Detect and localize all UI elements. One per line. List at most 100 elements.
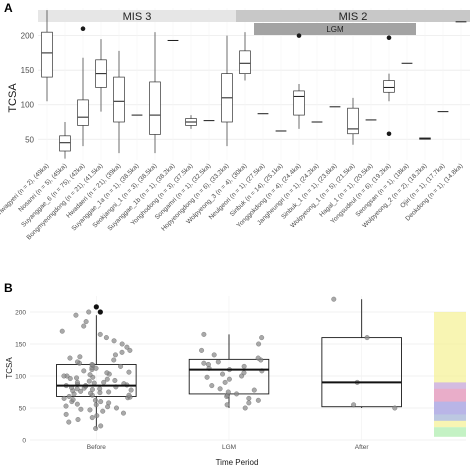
- data-point: [119, 341, 125, 347]
- period-band-2: [254, 23, 416, 35]
- data-point: [205, 362, 211, 367]
- data-point: [242, 405, 248, 411]
- data-point: [104, 370, 110, 376]
- period-band-0: [38, 10, 236, 22]
- data-point: [246, 400, 252, 406]
- data-point: [75, 359, 80, 365]
- y-tick-label: 0: [22, 438, 26, 445]
- data-point: [128, 387, 134, 393]
- y-tick-label: 50: [25, 135, 34, 144]
- data-point: [75, 417, 81, 422]
- data-point: [126, 369, 132, 375]
- y-tick-label: 100: [21, 101, 35, 110]
- data-point: [241, 370, 247, 376]
- data-point: [255, 397, 261, 403]
- data-point: [66, 419, 72, 425]
- panel-b-chart: 0 50 100 150 200 TCSA Time Period Before LGM Afte…: [5, 296, 466, 467]
- y-tick-label: 200: [21, 32, 35, 41]
- box-site-21: [419, 137, 431, 140]
- data-point: [66, 394, 72, 399]
- outlier-point: [386, 131, 392, 137]
- data-point: [215, 359, 221, 365]
- data-point: [89, 415, 95, 421]
- data-point: [94, 413, 100, 419]
- reference-range-3: [434, 401, 466, 421]
- y-tick-label: 150: [15, 342, 26, 349]
- box-site-17: [347, 97, 359, 145]
- outlier-point: [80, 26, 86, 32]
- data-point: [78, 388, 84, 394]
- data-point: [70, 397, 76, 403]
- box-site-19: [383, 35, 395, 137]
- box-body: [56, 364, 137, 397]
- data-point: [98, 423, 104, 429]
- outlier-point: [93, 304, 99, 310]
- data-point: [251, 387, 257, 393]
- data-point: [87, 372, 93, 378]
- data-point: [127, 347, 133, 353]
- data-point: [74, 386, 80, 392]
- box-site-1: [59, 122, 71, 159]
- box-before: [56, 304, 137, 431]
- data-point: [97, 331, 103, 337]
- data-point: [118, 363, 124, 369]
- data-point: [259, 335, 265, 341]
- data-point: [97, 386, 103, 392]
- data-point: [201, 331, 207, 337]
- data-point: [224, 402, 230, 408]
- outlier-point: [386, 35, 392, 41]
- data-point: [61, 373, 67, 379]
- reference-range-4: [434, 427, 466, 437]
- box-body: [149, 81, 161, 135]
- period-band-1: [236, 10, 470, 22]
- data-point: [217, 386, 223, 392]
- data-point: [89, 362, 95, 367]
- data-point: [201, 360, 207, 366]
- box-site-3: [95, 39, 107, 112]
- data-point: [111, 338, 117, 344]
- data-point: [87, 407, 93, 413]
- data-point: [63, 411, 69, 417]
- data-point: [86, 378, 92, 384]
- data-point: [73, 312, 79, 318]
- data-point: [199, 347, 205, 353]
- data-point: [255, 355, 261, 361]
- data-point: [124, 344, 130, 350]
- y-axis-label: TCSA: [5, 357, 14, 379]
- data-point: [98, 399, 104, 405]
- x-tick-label: After: [355, 444, 370, 451]
- data-point: [364, 335, 370, 341]
- box-body: [77, 99, 89, 126]
- data-point: [121, 410, 126, 416]
- box-body: [383, 80, 395, 93]
- box-body: [321, 337, 402, 408]
- box-body: [347, 107, 359, 135]
- data-point: [126, 392, 132, 398]
- box-body: [239, 50, 251, 74]
- box-site-10: [221, 35, 233, 147]
- box-body: [293, 90, 305, 116]
- data-point: [209, 383, 215, 389]
- data-point: [331, 296, 337, 302]
- box-after: [321, 296, 402, 411]
- data-point: [81, 368, 87, 374]
- box-site-0: [41, 10, 53, 102]
- box-body: [113, 76, 125, 123]
- outlier-point: [296, 33, 302, 38]
- box-body: [41, 31, 53, 78]
- data-point: [59, 328, 65, 334]
- data-point: [225, 389, 231, 395]
- data-point: [241, 363, 247, 369]
- data-point: [77, 354, 83, 360]
- data-point: [101, 379, 107, 385]
- panel-a-label: A: [4, 1, 13, 15]
- data-point: [67, 355, 73, 361]
- data-point: [351, 402, 357, 408]
- data-point: [111, 357, 117, 363]
- data-point: [83, 319, 89, 325]
- box-site-6: [149, 32, 161, 154]
- data-point: [114, 405, 119, 411]
- data-point: [220, 371, 226, 377]
- data-point: [103, 335, 109, 341]
